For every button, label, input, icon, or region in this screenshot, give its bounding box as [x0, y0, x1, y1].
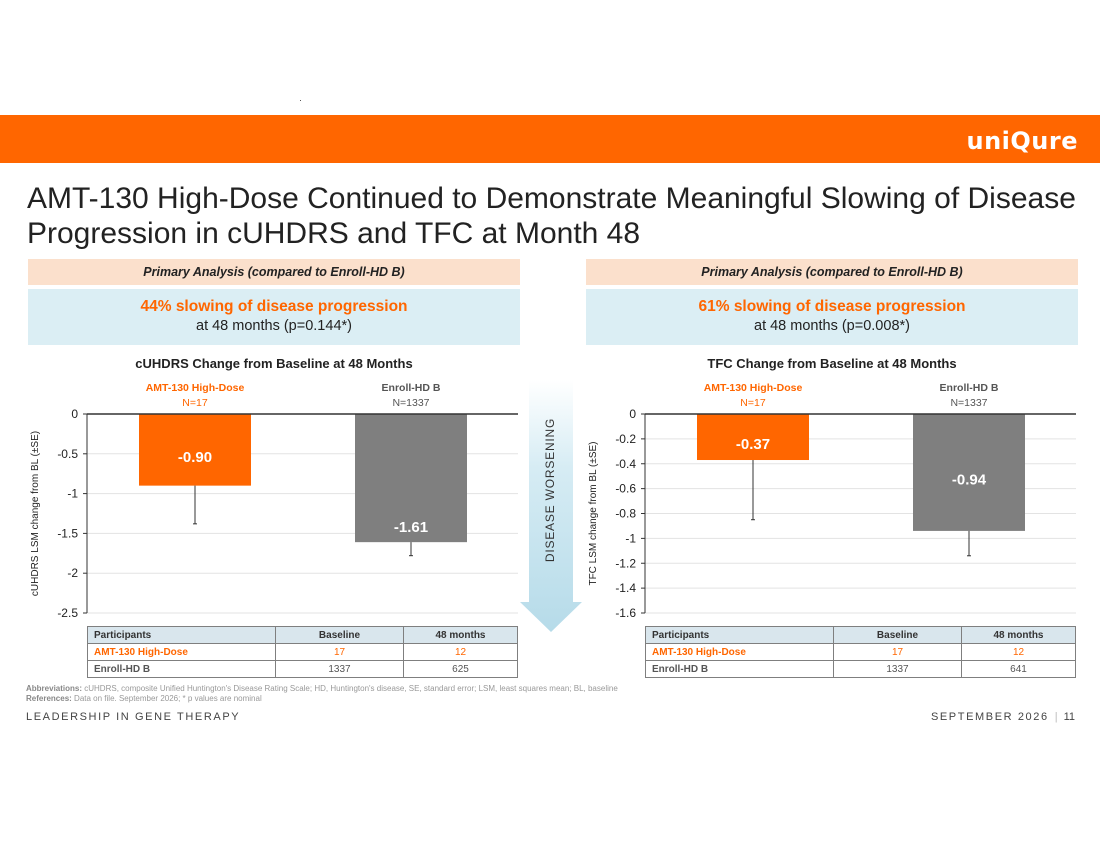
result-main: 44% slowing of disease progression: [140, 298, 408, 315]
table-header: 48 months: [403, 626, 518, 644]
category-label: AMT-130 High-Dose: [146, 382, 245, 394]
result-box: 44% slowing of disease progression at 48…: [28, 289, 520, 345]
footnotes: Abbreviations: cUHDRS, composite Unified…: [26, 684, 618, 704]
footer-date: SEPTEMBER 2026: [930, 711, 1049, 723]
category-label: Enroll-HD B: [382, 382, 441, 394]
company-logo: uniQure: [966, 127, 1078, 155]
y-axis-label: TFC LSM change from BL (±SE): [588, 441, 599, 585]
y-tick-label: -0.6: [615, 482, 636, 496]
analysis-label: Primary Analysis (compared to Enroll-HD …: [586, 259, 1078, 285]
table-cell: 1337: [275, 660, 404, 678]
disease-worsening-arrow: [520, 380, 582, 632]
bar: [913, 414, 1025, 531]
table-header-row: Participants Baseline 48 months: [645, 626, 1076, 644]
bar: [355, 414, 467, 543]
data-label: -0.37: [736, 436, 770, 453]
page-number: 11: [1063, 711, 1075, 723]
y-tick-label: -1.5: [57, 526, 78, 540]
y-tick-label: -2.5: [57, 606, 78, 620]
category-n-label: N=17: [182, 397, 208, 409]
table-header: Participants: [87, 626, 276, 644]
table-cell: 12: [961, 643, 1076, 661]
data-label: -1.61: [394, 519, 428, 536]
y-tick-label: -1: [67, 487, 78, 501]
y-tick-label: -2: [67, 566, 78, 580]
table-cell: Enroll-HD B: [645, 660, 834, 678]
table-cell: AMT-130 High-Dose: [645, 643, 834, 661]
abbrev-label: Abbreviations:: [26, 684, 83, 693]
table-cell: 1337: [833, 660, 962, 678]
cuhdrs-chart: cUHDRS LSM change from BL (±SE) 0 -0.5 -1 -1…: [30, 382, 518, 620]
y-tick-label: -1: [625, 531, 636, 545]
result-box: 61% slowing of disease progression at 48…: [586, 289, 1078, 345]
table-cell: 17: [833, 643, 962, 661]
table-cell: Enroll-HD B: [87, 660, 276, 678]
y-tick-label: -0.8: [615, 507, 636, 521]
abbrev-text: cUHDRS, composite Unified Huntington's D…: [84, 684, 618, 693]
y-tick-label: -0.2: [615, 432, 636, 446]
table-header: Baseline: [275, 626, 404, 644]
participants-table: Participants Baseline 48 months AMT-130 …: [645, 626, 1076, 678]
abbreviations-line: Abbreviations: cUHDRS, composite Unified…: [26, 684, 618, 694]
table-header: Baseline: [833, 626, 962, 644]
category-n-label: N=1337: [392, 397, 429, 409]
data-label: -0.94: [952, 471, 987, 488]
refs-label: References:: [26, 694, 72, 703]
footer-separator: |: [1054, 711, 1058, 723]
table-row: AMT-130 High-Dose 17 12: [87, 643, 518, 661]
refs-text: Data on file. September 2026; * p values…: [74, 694, 262, 703]
result-main: 61% slowing of disease progression: [698, 298, 966, 315]
y-tick-label: -0.4: [615, 457, 636, 471]
references-line: References: Data on file. September 2026…: [26, 694, 618, 704]
category-n-label: N=17: [740, 397, 766, 409]
table-cell: 12: [403, 643, 518, 661]
category-label: AMT-130 High-Dose: [704, 382, 803, 394]
category-n-label: N=1337: [950, 397, 987, 409]
footer-right: SEPTEMBER 2026 | 11: [931, 711, 1075, 723]
data-label: -0.90: [178, 449, 212, 466]
table-row: Enroll-HD B 1337 625: [87, 660, 518, 678]
y-axis-label: cUHDRS LSM change from BL (±SE): [30, 431, 41, 596]
result-sub: at 48 months (p=0.008*): [754, 318, 910, 334]
chart-title: cUHDRS Change from Baseline at 48 Months: [135, 356, 413, 371]
table-header: Participants: [645, 626, 834, 644]
y-tick-label: -1.6: [615, 606, 636, 620]
table-cell: 641: [961, 660, 1076, 678]
table-cell: 625: [403, 660, 518, 678]
footer-tagline: LEADERSHIP IN GENE THERAPY: [26, 711, 241, 723]
arrow-label: DISEASE WORSENING: [543, 417, 557, 563]
result-sub: at 48 months (p=0.144*): [196, 318, 352, 334]
table-row: AMT-130 High-Dose 17 12: [645, 643, 1076, 661]
chart-title: TFC Change from Baseline at 48 Months: [707, 356, 957, 371]
participants-table: Participants Baseline 48 months AMT-130 …: [87, 626, 518, 678]
y-tick-label: 0: [71, 407, 78, 421]
page-title: AMT-130 High-Dose Continued to Demonstra…: [27, 182, 1076, 250]
y-tick-label: -0.5: [57, 447, 78, 461]
y-tick-label: -1.2: [615, 556, 636, 570]
bar: [697, 414, 809, 461]
header-band: uniQure: [0, 115, 1100, 163]
table-cell: AMT-130 High-Dose: [87, 643, 276, 661]
bar: [139, 414, 251, 486]
table-cell: 17: [275, 643, 404, 661]
table-row: Enroll-HD B 1337 641: [645, 660, 1076, 678]
category-label: Enroll-HD B: [940, 382, 999, 394]
panel-cuhdrs: Primary Analysis (compared to Enroll-HD …: [28, 259, 520, 684]
stray-dot: [300, 100, 301, 101]
panel-tfc: Primary Analysis (compared to Enroll-HD …: [586, 259, 1078, 684]
y-tick-label: -1.4: [615, 581, 636, 595]
analysis-label: Primary Analysis (compared to Enroll-HD …: [28, 259, 520, 285]
tfc-chart: TFC LSM change from BL (±SE) 0 -0.2 -0.4 -0.…: [588, 382, 1076, 620]
table-header-row: Participants Baseline 48 months: [87, 626, 518, 644]
table-header: 48 months: [961, 626, 1076, 644]
y-tick-label: 0: [629, 407, 636, 421]
